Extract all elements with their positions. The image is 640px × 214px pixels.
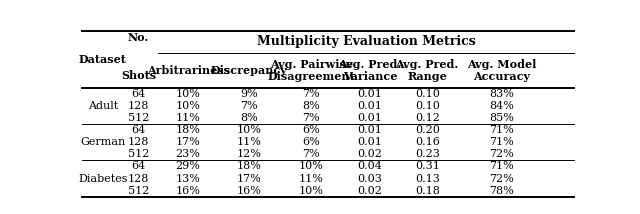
Text: 0.02: 0.02 (358, 149, 383, 159)
Text: 12%: 12% (236, 149, 261, 159)
Text: 72%: 72% (489, 174, 514, 184)
Text: 11%: 11% (299, 174, 324, 184)
Text: 85%: 85% (489, 113, 514, 123)
Text: 9%: 9% (240, 89, 257, 99)
Text: 29%: 29% (176, 162, 200, 171)
Text: 0.16: 0.16 (415, 137, 440, 147)
Text: 11%: 11% (176, 113, 200, 123)
Text: 0.18: 0.18 (415, 186, 440, 196)
Text: 512: 512 (128, 186, 149, 196)
Text: 17%: 17% (176, 137, 200, 147)
Text: 7%: 7% (302, 149, 320, 159)
Text: 128: 128 (128, 174, 149, 184)
Text: No.: No. (128, 32, 149, 43)
Text: 0.13: 0.13 (415, 174, 440, 184)
Text: Discrepancy: Discrepancy (211, 65, 287, 76)
Text: 8%: 8% (302, 101, 320, 111)
Text: 7%: 7% (302, 113, 320, 123)
Text: 10%: 10% (236, 125, 261, 135)
Text: 18%: 18% (176, 125, 200, 135)
Text: 10%: 10% (299, 162, 324, 171)
Text: 0.01: 0.01 (358, 101, 383, 111)
Text: 10%: 10% (176, 101, 200, 111)
Text: 64: 64 (131, 162, 146, 171)
Text: Diabetes: Diabetes (78, 174, 127, 184)
Text: Adult: Adult (88, 101, 118, 111)
Text: 83%: 83% (489, 89, 514, 99)
Text: Avg. Model
Accuracy: Avg. Model Accuracy (467, 59, 536, 82)
Text: 13%: 13% (176, 174, 200, 184)
Text: 8%: 8% (240, 113, 257, 123)
Text: 0.10: 0.10 (415, 101, 440, 111)
Text: 512: 512 (128, 149, 149, 159)
Text: 0.31: 0.31 (415, 162, 440, 171)
Text: Avg. Pairwise
Disagreement: Avg. Pairwise Disagreement (268, 59, 355, 82)
Text: 0.23: 0.23 (415, 149, 440, 159)
Text: Multiplicity Evaluation Metrics: Multiplicity Evaluation Metrics (257, 35, 476, 48)
Text: 0.01: 0.01 (358, 89, 383, 99)
Text: 7%: 7% (302, 89, 320, 99)
Text: 71%: 71% (489, 137, 514, 147)
Text: 16%: 16% (176, 186, 200, 196)
Text: Avg. Pred.
Variance: Avg. Pred. Variance (339, 59, 402, 82)
Text: 71%: 71% (489, 125, 514, 135)
Text: 17%: 17% (236, 174, 261, 184)
Text: 6%: 6% (302, 125, 320, 135)
Text: 78%: 78% (489, 186, 514, 196)
Text: 11%: 11% (236, 137, 261, 147)
Text: 71%: 71% (489, 162, 514, 171)
Text: 84%: 84% (489, 101, 514, 111)
Text: 0.03: 0.03 (358, 174, 383, 184)
Text: Arbitrariness: Arbitrariness (147, 65, 230, 76)
Text: 128: 128 (128, 101, 149, 111)
Text: 0.04: 0.04 (358, 162, 383, 171)
Text: 128: 128 (128, 137, 149, 147)
Text: 64: 64 (131, 89, 146, 99)
Text: 0.20: 0.20 (415, 125, 440, 135)
Text: 10%: 10% (176, 89, 200, 99)
Text: 18%: 18% (236, 162, 261, 171)
Text: 0.10: 0.10 (415, 89, 440, 99)
Text: Dataset: Dataset (79, 54, 127, 65)
Text: 23%: 23% (176, 149, 200, 159)
Text: 16%: 16% (236, 186, 261, 196)
Text: 6%: 6% (302, 137, 320, 147)
Text: 64: 64 (131, 125, 146, 135)
Text: 0.12: 0.12 (415, 113, 440, 123)
Text: 10%: 10% (299, 186, 324, 196)
Text: 0.02: 0.02 (358, 186, 383, 196)
Text: 7%: 7% (240, 101, 257, 111)
Text: German: German (80, 137, 125, 147)
Text: Shots: Shots (121, 70, 156, 81)
Text: 0.01: 0.01 (358, 137, 383, 147)
Text: 512: 512 (128, 113, 149, 123)
Text: Avg. Pred.
Range: Avg. Pred. Range (396, 59, 459, 82)
Text: 72%: 72% (489, 149, 514, 159)
Text: 0.01: 0.01 (358, 125, 383, 135)
Text: 0.01: 0.01 (358, 113, 383, 123)
